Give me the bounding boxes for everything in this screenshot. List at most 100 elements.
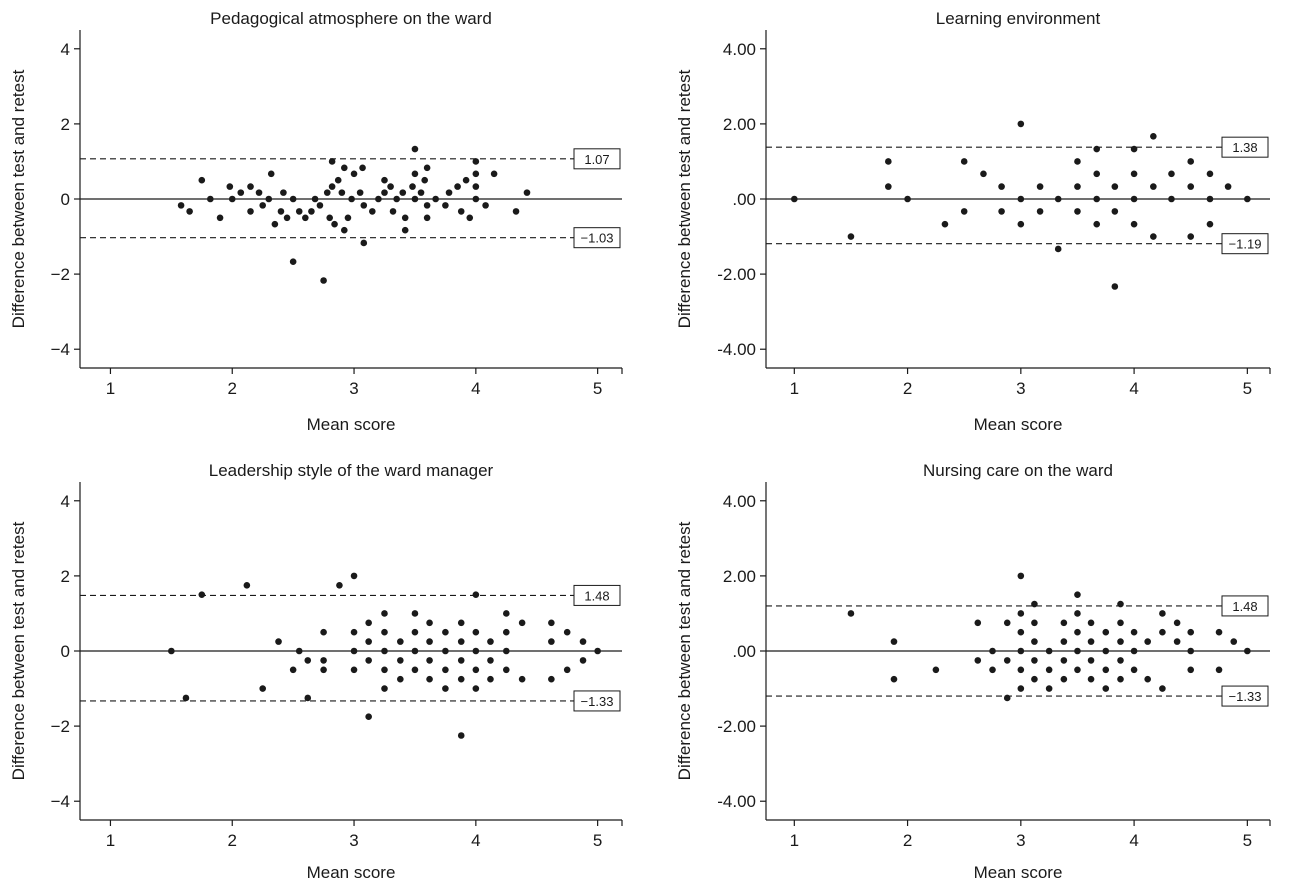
data-point <box>411 170 419 178</box>
data-point <box>1093 170 1101 178</box>
lower-limit-label-box <box>1221 685 1269 707</box>
data-point <box>518 675 526 683</box>
data-point <box>1087 638 1095 645</box>
x-axis-label: Mean score <box>974 415 1063 434</box>
data-point <box>1017 666 1025 674</box>
data-point <box>960 158 968 165</box>
y-tick-label: 2 <box>61 115 70 134</box>
data-point <box>847 610 855 617</box>
data-point <box>275 638 282 645</box>
x-tick-label: 2 <box>903 379 912 398</box>
data-point <box>426 675 433 683</box>
data-point <box>1111 208 1119 215</box>
data-point <box>271 220 279 228</box>
data-point <box>1036 183 1044 190</box>
data-point <box>1074 666 1081 674</box>
data-point <box>1102 666 1110 674</box>
data-point <box>304 657 312 664</box>
x-tick-label: 5 <box>593 379 602 398</box>
data-point <box>1187 666 1195 674</box>
data-point <box>472 685 480 692</box>
data-point <box>1130 170 1138 178</box>
data-point <box>457 657 465 664</box>
data-point <box>289 195 297 203</box>
data-point <box>1215 666 1223 674</box>
data-point <box>411 666 419 674</box>
upper-limit-label-box <box>1221 136 1269 158</box>
data-point <box>1031 675 1038 683</box>
data-point <box>1111 283 1119 290</box>
data-point <box>320 628 327 636</box>
data-point <box>1159 685 1166 692</box>
x-tick-label: 3 <box>349 831 358 850</box>
chart-panel-4: Nursing care on the ward Difference betwe… <box>675 461 1271 882</box>
x-axis-label: Mean score <box>974 863 1063 882</box>
data-point <box>369 208 376 215</box>
data-point <box>1017 647 1025 655</box>
data-point <box>847 233 855 240</box>
data-point <box>344 214 352 222</box>
data-point <box>411 628 419 636</box>
lower-limit-label: −1.19 <box>1229 237 1262 252</box>
data-point <box>1187 647 1195 655</box>
data-point <box>389 208 397 215</box>
data-point <box>502 610 510 617</box>
data-point <box>1206 170 1214 178</box>
data-point <box>1150 233 1157 240</box>
data-point <box>548 675 555 683</box>
data-point <box>331 220 338 228</box>
data-point <box>442 647 449 655</box>
x-tick-label: 4 <box>1129 379 1138 398</box>
data-point <box>1074 208 1081 215</box>
data-point <box>502 628 510 636</box>
data-point <box>472 628 480 636</box>
upper-limit-label-box <box>573 584 621 606</box>
data-point <box>472 666 480 674</box>
x-tick-label: 4 <box>471 831 480 850</box>
x-tick-label: 1 <box>790 831 799 850</box>
y-tick-label: -2.00 <box>717 717 756 736</box>
data-point <box>932 666 940 674</box>
y-axis-label: Difference between test and retest <box>9 521 28 780</box>
data-point <box>207 195 214 203</box>
x-tick-label: 4 <box>471 379 480 398</box>
data-point <box>365 638 372 645</box>
data-point <box>1187 158 1195 165</box>
data-point <box>1074 591 1081 598</box>
data-point <box>280 189 287 196</box>
data-point <box>432 195 439 203</box>
data-point <box>381 189 388 196</box>
y-tick-label: 0 <box>61 190 70 209</box>
data-point <box>426 657 433 664</box>
lower-limit-label: −1.33 <box>1229 689 1262 704</box>
data-point <box>1159 628 1166 636</box>
x-tick-label: 5 <box>1243 379 1252 398</box>
x-tick-label: 5 <box>1243 831 1252 850</box>
data-point <box>426 619 433 627</box>
y-axis-label: Difference between test and retest <box>675 521 694 780</box>
data-point <box>320 657 327 664</box>
data-point <box>1244 647 1251 655</box>
data-point <box>563 628 571 636</box>
data-point <box>445 189 453 196</box>
data-point <box>1206 220 1214 228</box>
data-point <box>472 647 480 655</box>
upper-limit-label: 1.48 <box>584 588 609 603</box>
data-point <box>1168 195 1175 203</box>
data-point <box>1130 220 1138 228</box>
y-tick-label: −4 <box>51 792 70 811</box>
y-tick-label: 4.00 <box>723 40 756 59</box>
x-tick-label: 2 <box>903 831 912 850</box>
data-point <box>502 647 510 655</box>
data-point <box>1060 657 1068 664</box>
data-point <box>320 666 327 674</box>
y-tick-label: -4.00 <box>717 792 756 811</box>
data-point <box>304 694 312 702</box>
data-point <box>334 176 342 184</box>
data-point <box>350 628 358 636</box>
data-point <box>472 591 480 598</box>
y-tick-label: 2 <box>61 567 70 586</box>
data-point <box>1130 628 1138 636</box>
data-point <box>381 628 388 636</box>
data-point <box>323 189 331 196</box>
